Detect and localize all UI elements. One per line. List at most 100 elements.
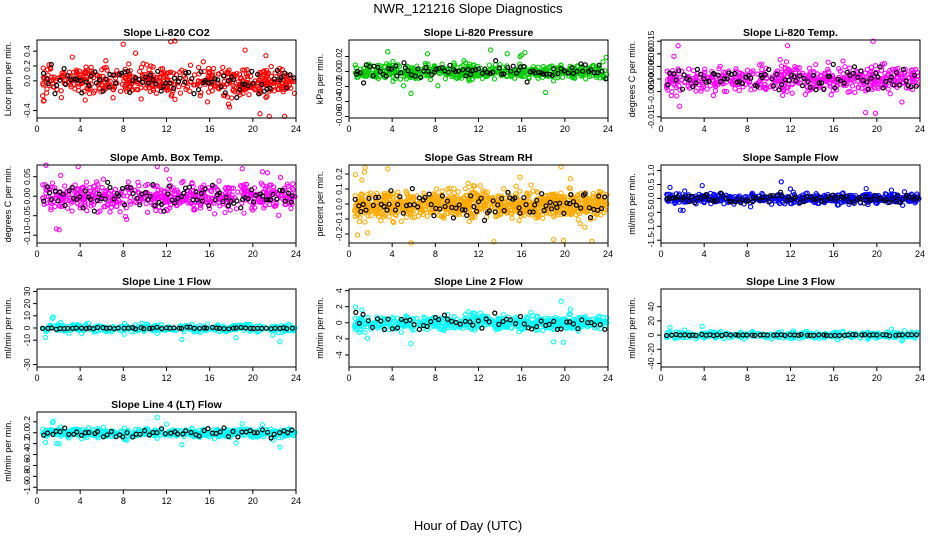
y-tick-label: -0.015 xyxy=(646,104,656,128)
data-point xyxy=(870,38,876,44)
reference-point xyxy=(891,82,897,88)
data-point xyxy=(257,111,263,117)
reference-point xyxy=(83,79,89,85)
data-point xyxy=(885,86,891,92)
data-point xyxy=(702,66,708,72)
data-point xyxy=(408,90,414,97)
x-tick-label: 24 xyxy=(291,373,301,383)
x-tick-label: 20 xyxy=(248,249,258,259)
reference-point xyxy=(48,61,54,68)
reference-point xyxy=(287,72,293,78)
figure-title: NWR_121216 Slope Diagnostics xyxy=(373,1,563,16)
data-point xyxy=(796,65,802,71)
x-tick-label: 12 xyxy=(473,124,483,134)
reference-point xyxy=(418,74,424,81)
x-tick-label: 8 xyxy=(745,124,750,134)
data-point xyxy=(42,334,49,341)
data-point xyxy=(439,188,445,194)
data-point xyxy=(205,73,211,79)
data-point xyxy=(852,89,858,96)
data-point xyxy=(226,104,233,110)
reference-point xyxy=(666,70,673,76)
y-tick-label: 0.1 xyxy=(334,183,344,195)
x-tick-label: 16 xyxy=(517,124,527,134)
data-point xyxy=(232,83,238,90)
data-point xyxy=(86,90,93,97)
data-point xyxy=(263,52,269,59)
reference-point xyxy=(851,64,858,70)
data-point xyxy=(352,304,359,310)
data-point xyxy=(46,62,52,68)
x-tick-label: 12 xyxy=(161,124,171,134)
y-tick-label: -0.1 xyxy=(334,211,344,226)
reference-point xyxy=(739,80,746,87)
reference-point xyxy=(208,79,214,85)
data-point xyxy=(275,86,281,92)
reference-point xyxy=(255,71,261,78)
data-point xyxy=(92,88,98,94)
data-point xyxy=(686,66,692,72)
data-point xyxy=(207,84,214,91)
y-tick-label: 0.4 xyxy=(22,45,32,57)
data-point xyxy=(94,73,101,79)
data-point xyxy=(61,183,68,189)
reference-point xyxy=(161,83,167,89)
data-point xyxy=(872,110,879,116)
data-point xyxy=(676,103,683,109)
reference-point xyxy=(45,80,52,87)
data-point xyxy=(532,72,538,78)
reference-point xyxy=(191,90,197,97)
data-point xyxy=(187,62,194,68)
data-point xyxy=(381,63,387,70)
data-point xyxy=(778,179,784,185)
reference-point xyxy=(527,69,533,75)
data-point xyxy=(126,61,132,67)
panel-ylabel: degrees C per min. xyxy=(627,41,637,118)
x-tick-label: 12 xyxy=(785,124,795,134)
data-point xyxy=(424,51,431,57)
data-point xyxy=(233,206,240,212)
reference-point xyxy=(468,71,474,78)
data-point xyxy=(49,180,56,186)
reference-point xyxy=(182,79,188,85)
reference-point xyxy=(142,74,149,80)
x-tick-label: 20 xyxy=(872,249,882,259)
data-point xyxy=(359,177,365,183)
reference-point xyxy=(361,80,367,86)
data-point xyxy=(542,89,549,96)
data-point xyxy=(200,59,206,65)
reference-point xyxy=(447,62,453,68)
data-point xyxy=(222,209,228,216)
data-point xyxy=(386,214,392,220)
data-point xyxy=(242,47,248,53)
data-point xyxy=(83,64,89,70)
reference-point xyxy=(205,80,211,86)
panel-title: Slope Gas Stream RH xyxy=(425,152,533,164)
data-point xyxy=(57,74,63,81)
data-point xyxy=(153,207,159,214)
data-point xyxy=(560,237,567,244)
data-point xyxy=(840,58,846,64)
reference-points xyxy=(353,57,609,86)
data-point xyxy=(122,86,129,92)
data-point xyxy=(224,69,230,76)
reference-point xyxy=(425,68,431,74)
reference-point xyxy=(110,72,117,78)
data-point xyxy=(73,67,79,73)
data-point xyxy=(244,67,250,73)
y-tick-label: -0.05 xyxy=(22,206,32,226)
data-point xyxy=(58,88,64,94)
reference-point xyxy=(786,77,792,84)
reference-point xyxy=(555,70,561,77)
y-tick-label: -0.10 xyxy=(22,225,32,245)
y-tick-label: 0.015 xyxy=(646,30,656,52)
x-tick-label: 16 xyxy=(829,124,839,134)
data-point xyxy=(83,69,89,75)
reference-point xyxy=(460,67,466,73)
y-tick-label: -0.06 xyxy=(334,107,344,127)
reference-point xyxy=(665,82,671,88)
data-point xyxy=(747,82,754,88)
reference-point xyxy=(271,76,277,82)
reference-point xyxy=(388,66,394,72)
